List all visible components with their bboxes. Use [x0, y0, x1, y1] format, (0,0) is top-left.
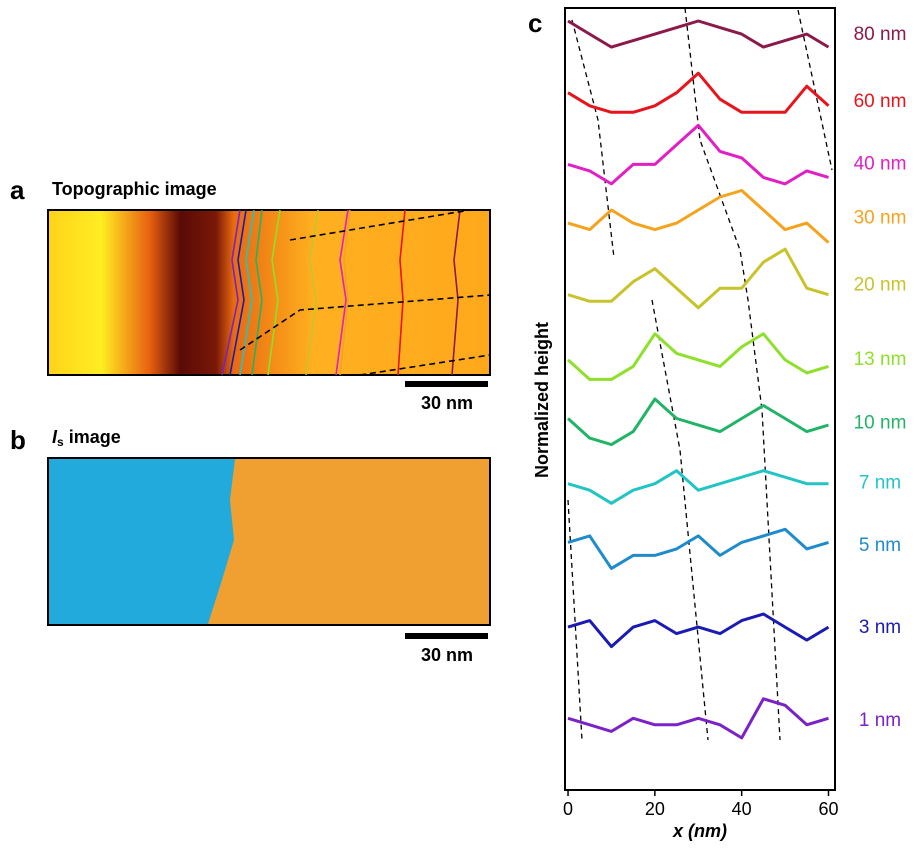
guide-lines [567, 7, 833, 741]
profile-line [567, 697, 829, 740]
series-label: 5 nm [859, 535, 901, 556]
profile-line [567, 469, 829, 505]
series-label: 60 nm [854, 91, 907, 112]
series-label: 1 nm [859, 710, 901, 731]
plot-frame [564, 7, 836, 791]
x-tick-label: 60 [818, 799, 838, 819]
panel-label: b [10, 425, 26, 455]
panel-label: c [528, 8, 542, 38]
x-tick-label: 20 [645, 799, 665, 819]
current-region [49, 459, 235, 624]
profile-line [566, 332, 829, 381]
scale-bar-label: 30 nm [421, 393, 473, 413]
panel-title: Topographic image [52, 179, 217, 199]
profile-line [567, 123, 829, 186]
series-label: 80 nm [854, 24, 907, 45]
series-label: 20 nm [854, 275, 907, 296]
series-label: 30 nm [854, 208, 907, 229]
series-label: 7 nm [859, 473, 901, 494]
topographic-image [47, 209, 491, 376]
series-label: 10 nm [854, 413, 907, 434]
series-label: 13 nm [854, 349, 907, 370]
x-tick-label: 40 [732, 799, 752, 819]
series-label: 3 nm [859, 617, 901, 638]
profile-line [567, 189, 830, 244]
profile-line [567, 19, 830, 49]
contours [221, 209, 491, 376]
series-label: 40 nm [854, 153, 907, 174]
profile-line [567, 247, 829, 310]
x-tick-label: 0 [563, 799, 573, 819]
title-part: image [64, 427, 121, 447]
profile-line [567, 527, 829, 570]
panel-title: Is image [52, 427, 121, 449]
title-part: I [52, 427, 58, 447]
profile-line [567, 612, 830, 649]
y-axis-label: Normalized height [532, 322, 552, 478]
profile-line [567, 71, 830, 114]
panel-label: a [10, 175, 25, 205]
scale-bar-label: 30 nm [421, 645, 473, 665]
title-sub: s [57, 435, 64, 449]
x-axis-label: x (nm) [672, 821, 727, 841]
profile-line [566, 397, 829, 447]
